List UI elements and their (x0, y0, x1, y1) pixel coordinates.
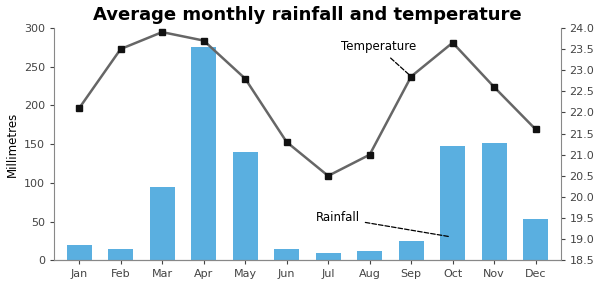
Y-axis label: Millimetres: Millimetres (5, 111, 19, 177)
Bar (440, 146, 465, 260)
Bar (150, 187, 175, 260)
Title: Average monthly rainfall and temperature: Average monthly rainfall and temperature (93, 5, 522, 24)
Bar (191, 47, 216, 260)
Text: Rainfall: Rainfall (316, 211, 450, 237)
Bar (316, 253, 341, 260)
Bar (523, 219, 548, 260)
Bar (67, 245, 92, 260)
Text: Temperature: Temperature (341, 40, 416, 75)
Bar (398, 241, 424, 260)
Bar (482, 142, 506, 260)
Bar (274, 249, 299, 260)
Bar (357, 251, 382, 260)
Bar (233, 152, 257, 260)
Bar (108, 249, 133, 260)
